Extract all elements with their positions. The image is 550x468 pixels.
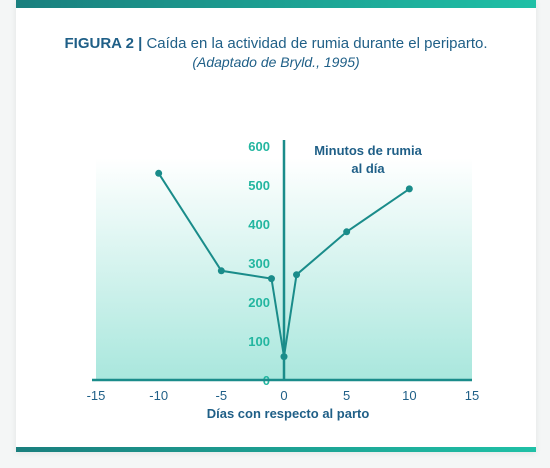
x-tick-label: 5 — [343, 388, 350, 403]
bottom-accent-bar — [16, 447, 536, 452]
top-accent-bar — [16, 0, 536, 8]
x-tick-label: 15 — [465, 388, 479, 403]
figure-source: (Adaptado de Bryld., 1995) — [192, 54, 360, 70]
x-tick-label: -15 — [87, 388, 106, 403]
data-point — [217, 267, 225, 275]
data-point — [293, 271, 301, 279]
data-point — [343, 228, 351, 236]
figure-title: FIGURA 2 | Caída en la actividad de rumi… — [16, 35, 536, 52]
y-tick-label: 100 — [248, 334, 270, 349]
x-tick-label: -5 — [216, 388, 228, 403]
series-label-line2: al día — [351, 161, 385, 176]
y-tick-label: 500 — [248, 178, 270, 193]
series-label-line1: Minutos de rumia — [314, 143, 422, 158]
y-tick-label: 400 — [248, 217, 270, 232]
data-point — [155, 169, 163, 177]
y-tick-label: 300 — [248, 256, 270, 271]
x-tick-label: 10 — [402, 388, 416, 403]
y-tick-label: 600 — [248, 139, 270, 154]
data-point — [267, 275, 275, 283]
y-tick-label: 200 — [248, 295, 270, 310]
x-tick-label: 0 — [280, 388, 287, 403]
figure-label: FIGURA 2 | — [64, 35, 143, 52]
x-axis-label: Días con respecto al parto — [207, 406, 370, 421]
figure-title-text: Caída en la actividad de rumia durante e… — [146, 35, 488, 52]
data-point — [280, 353, 288, 361]
data-point — [405, 185, 413, 193]
figure-card: FIGURA 2 | Caída en la actividad de rumi… — [16, 0, 536, 452]
x-tick-label: -10 — [149, 388, 168, 403]
